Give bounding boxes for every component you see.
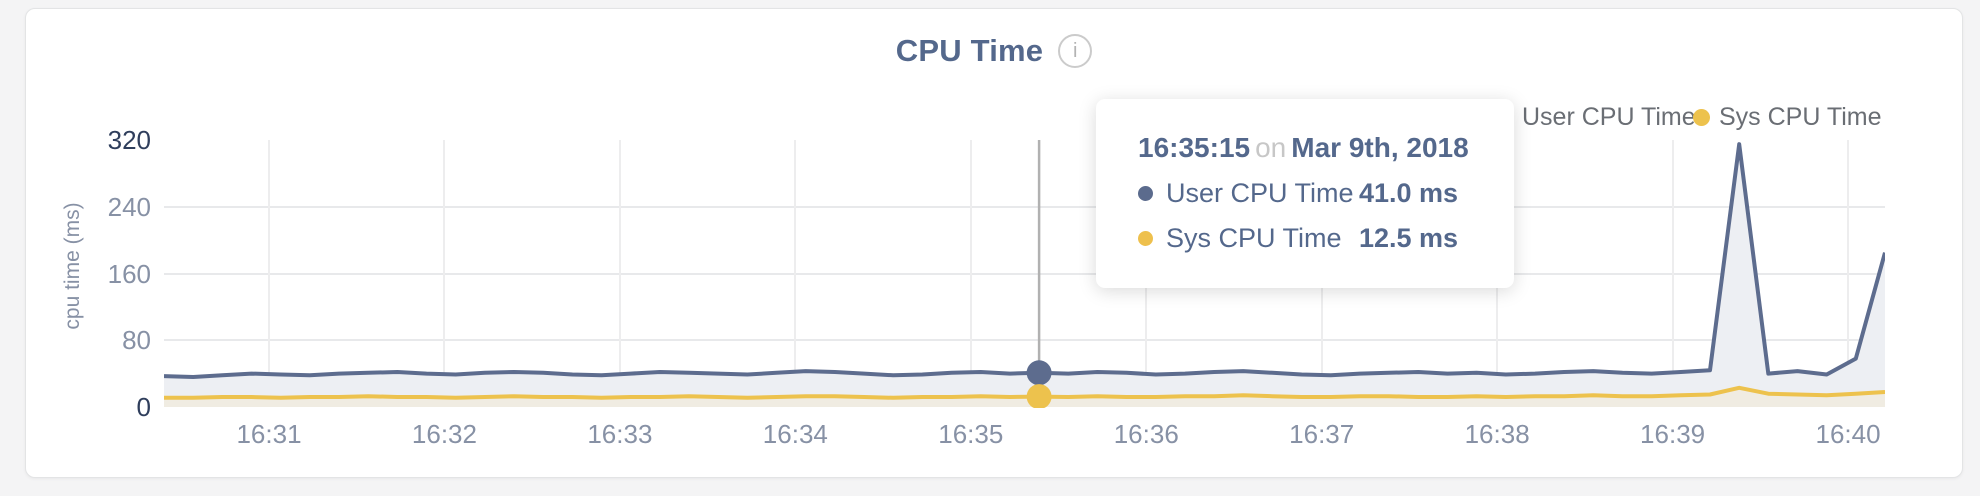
user-line <box>164 142 1885 379</box>
h-gridline <box>164 205 1885 208</box>
v-gridline <box>1847 140 1850 407</box>
title-row: CPU Time i <box>26 33 1962 69</box>
y-tick-label: 240 <box>107 191 151 222</box>
y-tick-label: 160 <box>107 258 151 289</box>
sys-series-dot-icon <box>1693 108 1710 126</box>
v-gridline <box>268 140 270 407</box>
legend-label-user: User CPU Time <box>1522 102 1696 131</box>
tooltip-row-sys: Sys CPU Time 12.5 ms <box>1138 223 1514 254</box>
tooltip-time: 16:35:15 <box>1138 132 1251 163</box>
tooltip-sys-value: 12.5 ms <box>1359 223 1459 253</box>
legend-item-user[interactable]: User CPU Time <box>1496 102 1696 131</box>
series-svg <box>164 140 1885 408</box>
x-tick-label: 16:37 <box>1289 419 1355 449</box>
v-gridline <box>443 140 446 407</box>
tooltip-row-user: User CPU Time 41.0 ms <box>1138 178 1514 209</box>
plot-area[interactable] <box>164 140 1885 408</box>
legend-item-sys[interactable]: Sys CPU Time <box>1693 102 1882 131</box>
y-tick-label: 0 <box>136 392 151 422</box>
v-gridline <box>794 140 797 407</box>
x-tick-label: 16:32 <box>411 419 477 449</box>
v-gridline <box>1671 140 1674 407</box>
user-area <box>164 144 1885 407</box>
tooltip-user-label: User CPU Time <box>1166 178 1354 208</box>
h-gridline <box>164 272 1885 275</box>
x-tick-label: 16:40 <box>1815 419 1881 449</box>
y-tick-label: 80 <box>122 325 151 356</box>
chart-card: CPU Time i User CPU Time Sys CPU Time cp… <box>25 8 1963 478</box>
x-tick-label: 16:39 <box>1640 419 1706 449</box>
chart-title: CPU Time <box>895 33 1044 68</box>
x-tick-label: 16:35 <box>938 419 1004 449</box>
v-gridline <box>969 140 972 407</box>
x-tick-label: 16:38 <box>1464 419 1530 449</box>
x-tick-label: 16:31 <box>236 419 302 449</box>
x-tick-label: 16:36 <box>1113 419 1179 449</box>
tooltip-sys-label: Sys CPU Time <box>1166 223 1342 253</box>
hover-dot-sys <box>1026 384 1052 408</box>
x-tick-label: 16:33 <box>587 419 653 449</box>
h-gridline <box>164 339 1885 342</box>
tooltip-user-dot-icon <box>1138 186 1153 201</box>
sys-line <box>164 385 1885 400</box>
tooltip-header: 16:35:15 on Mar 9th, 2018 <box>1138 132 1514 164</box>
hover-dot-user <box>1026 360 1052 386</box>
tooltip: 16:35:15 on Mar 9th, 2018 User CPU Time 41… <box>1096 99 1514 288</box>
tooltip-date: Mar 9th, 2018 <box>1291 132 1469 163</box>
tooltip-sys-dot-icon <box>1138 231 1153 246</box>
y-tick-label: 320 <box>107 125 151 155</box>
v-gridline <box>618 140 621 407</box>
tooltip-conjunction: on <box>1255 132 1287 163</box>
x-tick-label: 16:34 <box>762 419 828 449</box>
legend-label-sys: Sys CPU Time <box>1719 102 1882 131</box>
info-icon[interactable]: i <box>1058 34 1093 68</box>
tooltip-user-value: 41.0 ms <box>1359 178 1459 208</box>
